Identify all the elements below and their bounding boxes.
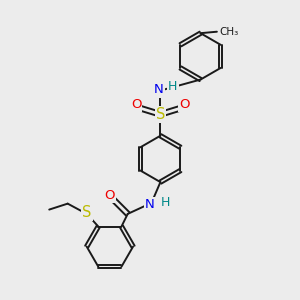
Text: O: O	[179, 98, 190, 111]
Text: S: S	[156, 107, 165, 122]
Text: N: N	[145, 198, 155, 211]
Text: O: O	[105, 189, 115, 202]
Text: O: O	[131, 98, 141, 111]
Text: H: H	[161, 196, 170, 209]
Text: CH₃: CH₃	[219, 27, 238, 37]
Text: S: S	[82, 205, 92, 220]
Text: N: N	[154, 83, 164, 97]
Text: H: H	[168, 80, 178, 94]
